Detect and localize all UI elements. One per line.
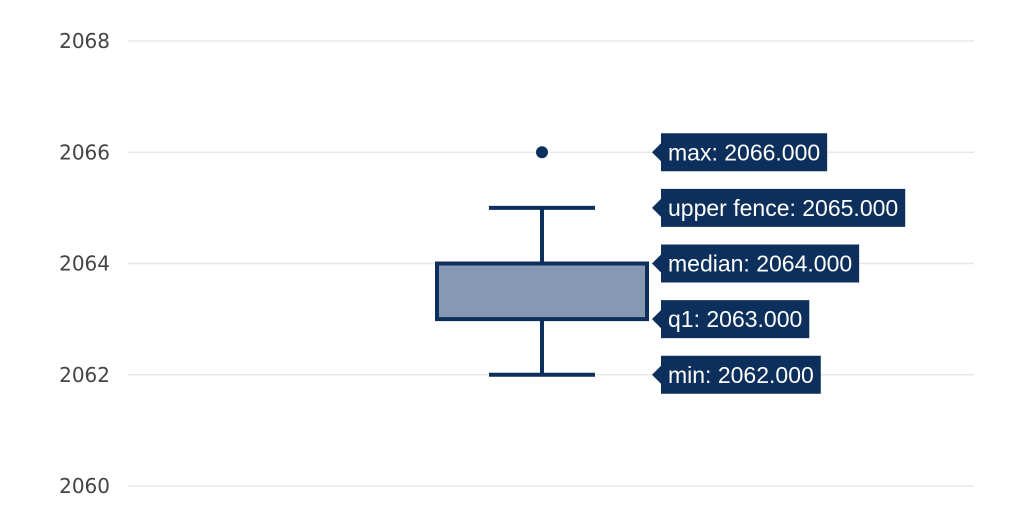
tooltip-box [652,244,860,283]
y-axis-tick-labels: 2060 2062 2064 2066 2068 [59,29,110,498]
box-iqr[interactable] [435,261,649,322]
y-tick-label-2064: 2064 [59,252,110,276]
box-trace[interactable] [435,146,649,377]
y-tick-label-2068: 2068 [59,29,110,53]
tooltip-text: min: 2062.000 [668,362,814,388]
hover-tooltips: max: 2066.000 upper fence: 2065.000 median… [652,133,906,394]
tooltip-text: upper fence: 2065.000 [668,195,898,221]
tooltip-upper-fence: upper fence: 2065.000 [652,188,906,227]
tooltip-text: q1: 2063.000 [668,306,802,332]
y-tick-label-2066: 2066 [59,140,110,164]
tooltip-text: median: 2064.000 [668,251,852,277]
tooltip-q1: q1: 2063.000 [652,300,810,339]
y-tick-label-2062: 2062 [59,363,110,387]
tooltip-median: median: 2064.000 [652,244,860,283]
tooltip-box [652,300,810,339]
tooltip-box [652,355,821,394]
tooltip-text: max: 2066.000 [668,139,820,165]
outlier-point-0[interactable] [536,146,548,159]
tooltip-box [652,133,828,172]
y-tick-label-2060: 2060 [59,474,110,498]
tooltip-min: min: 2062.000 [652,355,821,394]
tooltip-max: max: 2066.000 [652,133,828,172]
tooltip-box [652,188,906,227]
